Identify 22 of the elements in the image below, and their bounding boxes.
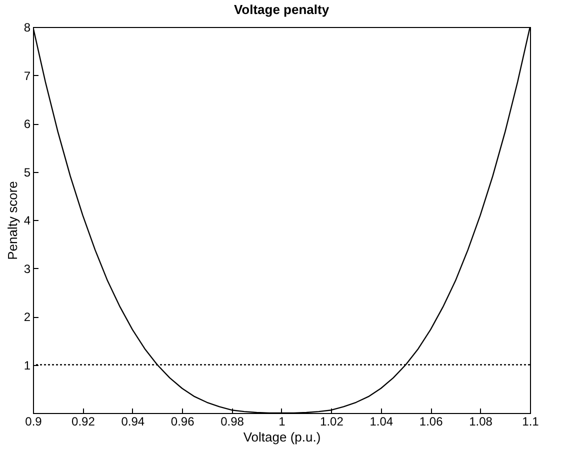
y-tick-label: 4 bbox=[24, 214, 31, 228]
chart-title: Voltage penalty bbox=[234, 2, 330, 17]
x-tick-label: 1 bbox=[278, 414, 286, 428]
y-tick-label: 6 bbox=[24, 117, 31, 131]
x-tick-label: 1.08 bbox=[469, 414, 493, 428]
x-tick-label: 1.04 bbox=[370, 414, 394, 428]
y-tick-label: 7 bbox=[24, 68, 31, 83]
x-tick-label: 0.92 bbox=[72, 414, 96, 428]
x-tick-label: 0.94 bbox=[121, 414, 145, 428]
x-axis-title: Voltage (p.u.) bbox=[243, 430, 321, 444]
x-tick-label: 1.06 bbox=[419, 414, 444, 428]
x-tick-label: 1.1 bbox=[522, 414, 540, 428]
x-tick-label: 0.96 bbox=[170, 414, 195, 428]
y-tick-label: 3 bbox=[24, 262, 31, 276]
x-tick-label: 1.02 bbox=[320, 414, 344, 428]
y-tick-label: 8 bbox=[24, 20, 31, 34]
x-tick-label: 0.98 bbox=[220, 414, 244, 428]
y-tick-label: 2 bbox=[24, 310, 31, 324]
y-tick-label: 1 bbox=[24, 358, 31, 372]
y-axis-title: Penalty score bbox=[4, 181, 20, 260]
x-tick-label: 0.9 bbox=[25, 414, 42, 428]
y-tick-label: 5 bbox=[24, 165, 31, 180]
